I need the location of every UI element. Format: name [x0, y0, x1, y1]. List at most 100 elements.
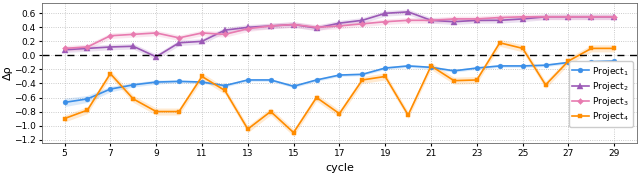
Project$_1$: [152, 81, 160, 83]
Project$_3$: [564, 16, 572, 18]
Project$_4$: [611, 47, 618, 49]
Project$_1$: [428, 66, 435, 68]
Project$_4$: [129, 98, 137, 100]
Line: Project$_2$: Project$_2$: [61, 9, 617, 60]
Project$_2$: [519, 18, 527, 20]
Project$_3$: [404, 19, 412, 21]
Project$_2$: [588, 16, 595, 18]
Project$_3$: [381, 21, 389, 23]
Project$_2$: [611, 16, 618, 18]
Project$_4$: [335, 113, 343, 115]
Project$_1$: [541, 64, 549, 66]
Project$_2$: [428, 19, 435, 21]
Project$_2$: [221, 29, 228, 31]
Project$_2$: [335, 22, 343, 24]
Project$_2$: [496, 19, 504, 21]
Project$_3$: [473, 18, 481, 20]
Project$_2$: [564, 16, 572, 18]
Project$_4$: [267, 111, 275, 113]
Project$_2$: [152, 56, 160, 58]
Project$_1$: [244, 79, 252, 81]
Project$_4$: [106, 73, 114, 75]
Project$_4$: [428, 65, 435, 67]
Project$_4$: [450, 80, 458, 82]
Project$_3$: [221, 33, 228, 35]
Project$_3$: [106, 35, 114, 37]
Project$_3$: [358, 23, 366, 25]
Project$_3$: [129, 33, 137, 35]
Project$_2$: [381, 12, 389, 14]
Project$_3$: [313, 26, 321, 28]
Project$_1$: [198, 81, 206, 83]
Project$_2$: [267, 25, 275, 27]
Project$_2$: [175, 42, 183, 44]
Project$_1$: [175, 80, 183, 82]
Project$_4$: [175, 111, 183, 113]
Line: Project$_1$: Project$_1$: [62, 59, 617, 105]
Project$_4$: [84, 109, 92, 111]
Project$_3$: [267, 25, 275, 27]
Project$_1$: [473, 67, 481, 69]
Project$_3$: [198, 32, 206, 34]
Project$_1$: [564, 61, 572, 64]
Project$_1$: [358, 73, 366, 75]
Project$_2$: [106, 46, 114, 48]
Project$_4$: [290, 131, 298, 134]
Project$_2$: [290, 23, 298, 26]
Line: Project$_4$: Project$_4$: [62, 40, 617, 135]
Project$_1$: [129, 84, 137, 86]
Project$_3$: [519, 16, 527, 18]
Project$_2$: [450, 21, 458, 23]
Project$_4$: [541, 84, 549, 86]
X-axis label: cycle: cycle: [325, 163, 354, 173]
Project$_3$: [61, 47, 68, 49]
Project$_2$: [404, 11, 412, 13]
Project$_3$: [541, 16, 549, 18]
Y-axis label: Δρ: Δρ: [3, 66, 13, 80]
Project$_4$: [358, 79, 366, 81]
Project$_1$: [519, 65, 527, 67]
Project$_3$: [428, 19, 435, 21]
Project$_4$: [564, 60, 572, 62]
Project$_1$: [221, 84, 228, 87]
Project$_2$: [541, 16, 549, 18]
Project$_1$: [450, 70, 458, 72]
Project$_3$: [84, 46, 92, 48]
Project$_4$: [496, 42, 504, 44]
Project$_4$: [152, 111, 160, 113]
Project$_4$: [404, 114, 412, 116]
Project$_4$: [473, 79, 481, 81]
Project$_1$: [313, 79, 321, 81]
Project$_1$: [84, 98, 92, 100]
Project$_4$: [221, 89, 228, 92]
Project$_3$: [611, 16, 618, 18]
Project$_3$: [588, 16, 595, 18]
Project$_2$: [84, 47, 92, 49]
Project$_1$: [381, 67, 389, 69]
Project$_1$: [290, 85, 298, 87]
Project$_4$: [519, 47, 527, 49]
Project$_2$: [358, 19, 366, 21]
Project$_4$: [198, 75, 206, 77]
Project$_4$: [381, 75, 389, 77]
Project$_1$: [106, 88, 114, 90]
Project$_2$: [61, 49, 68, 51]
Legend: Project$_1$, Project$_2$, Project$_3$, Project$_4$: Project$_1$, Project$_2$, Project$_3$, P…: [569, 61, 633, 127]
Project$_4$: [588, 47, 595, 49]
Project$_1$: [267, 79, 275, 81]
Project$_2$: [313, 27, 321, 29]
Project$_3$: [152, 32, 160, 34]
Project$_4$: [313, 96, 321, 99]
Project$_2$: [244, 26, 252, 28]
Project$_2$: [198, 40, 206, 42]
Project$_1$: [335, 74, 343, 76]
Project$_1$: [588, 61, 595, 63]
Project$_2$: [129, 45, 137, 47]
Project$_4$: [244, 128, 252, 130]
Project$_4$: [61, 118, 68, 120]
Project$_2$: [473, 19, 481, 21]
Project$_3$: [175, 37, 183, 39]
Project$_3$: [450, 18, 458, 20]
Project$_3$: [496, 17, 504, 19]
Project$_1$: [61, 101, 68, 103]
